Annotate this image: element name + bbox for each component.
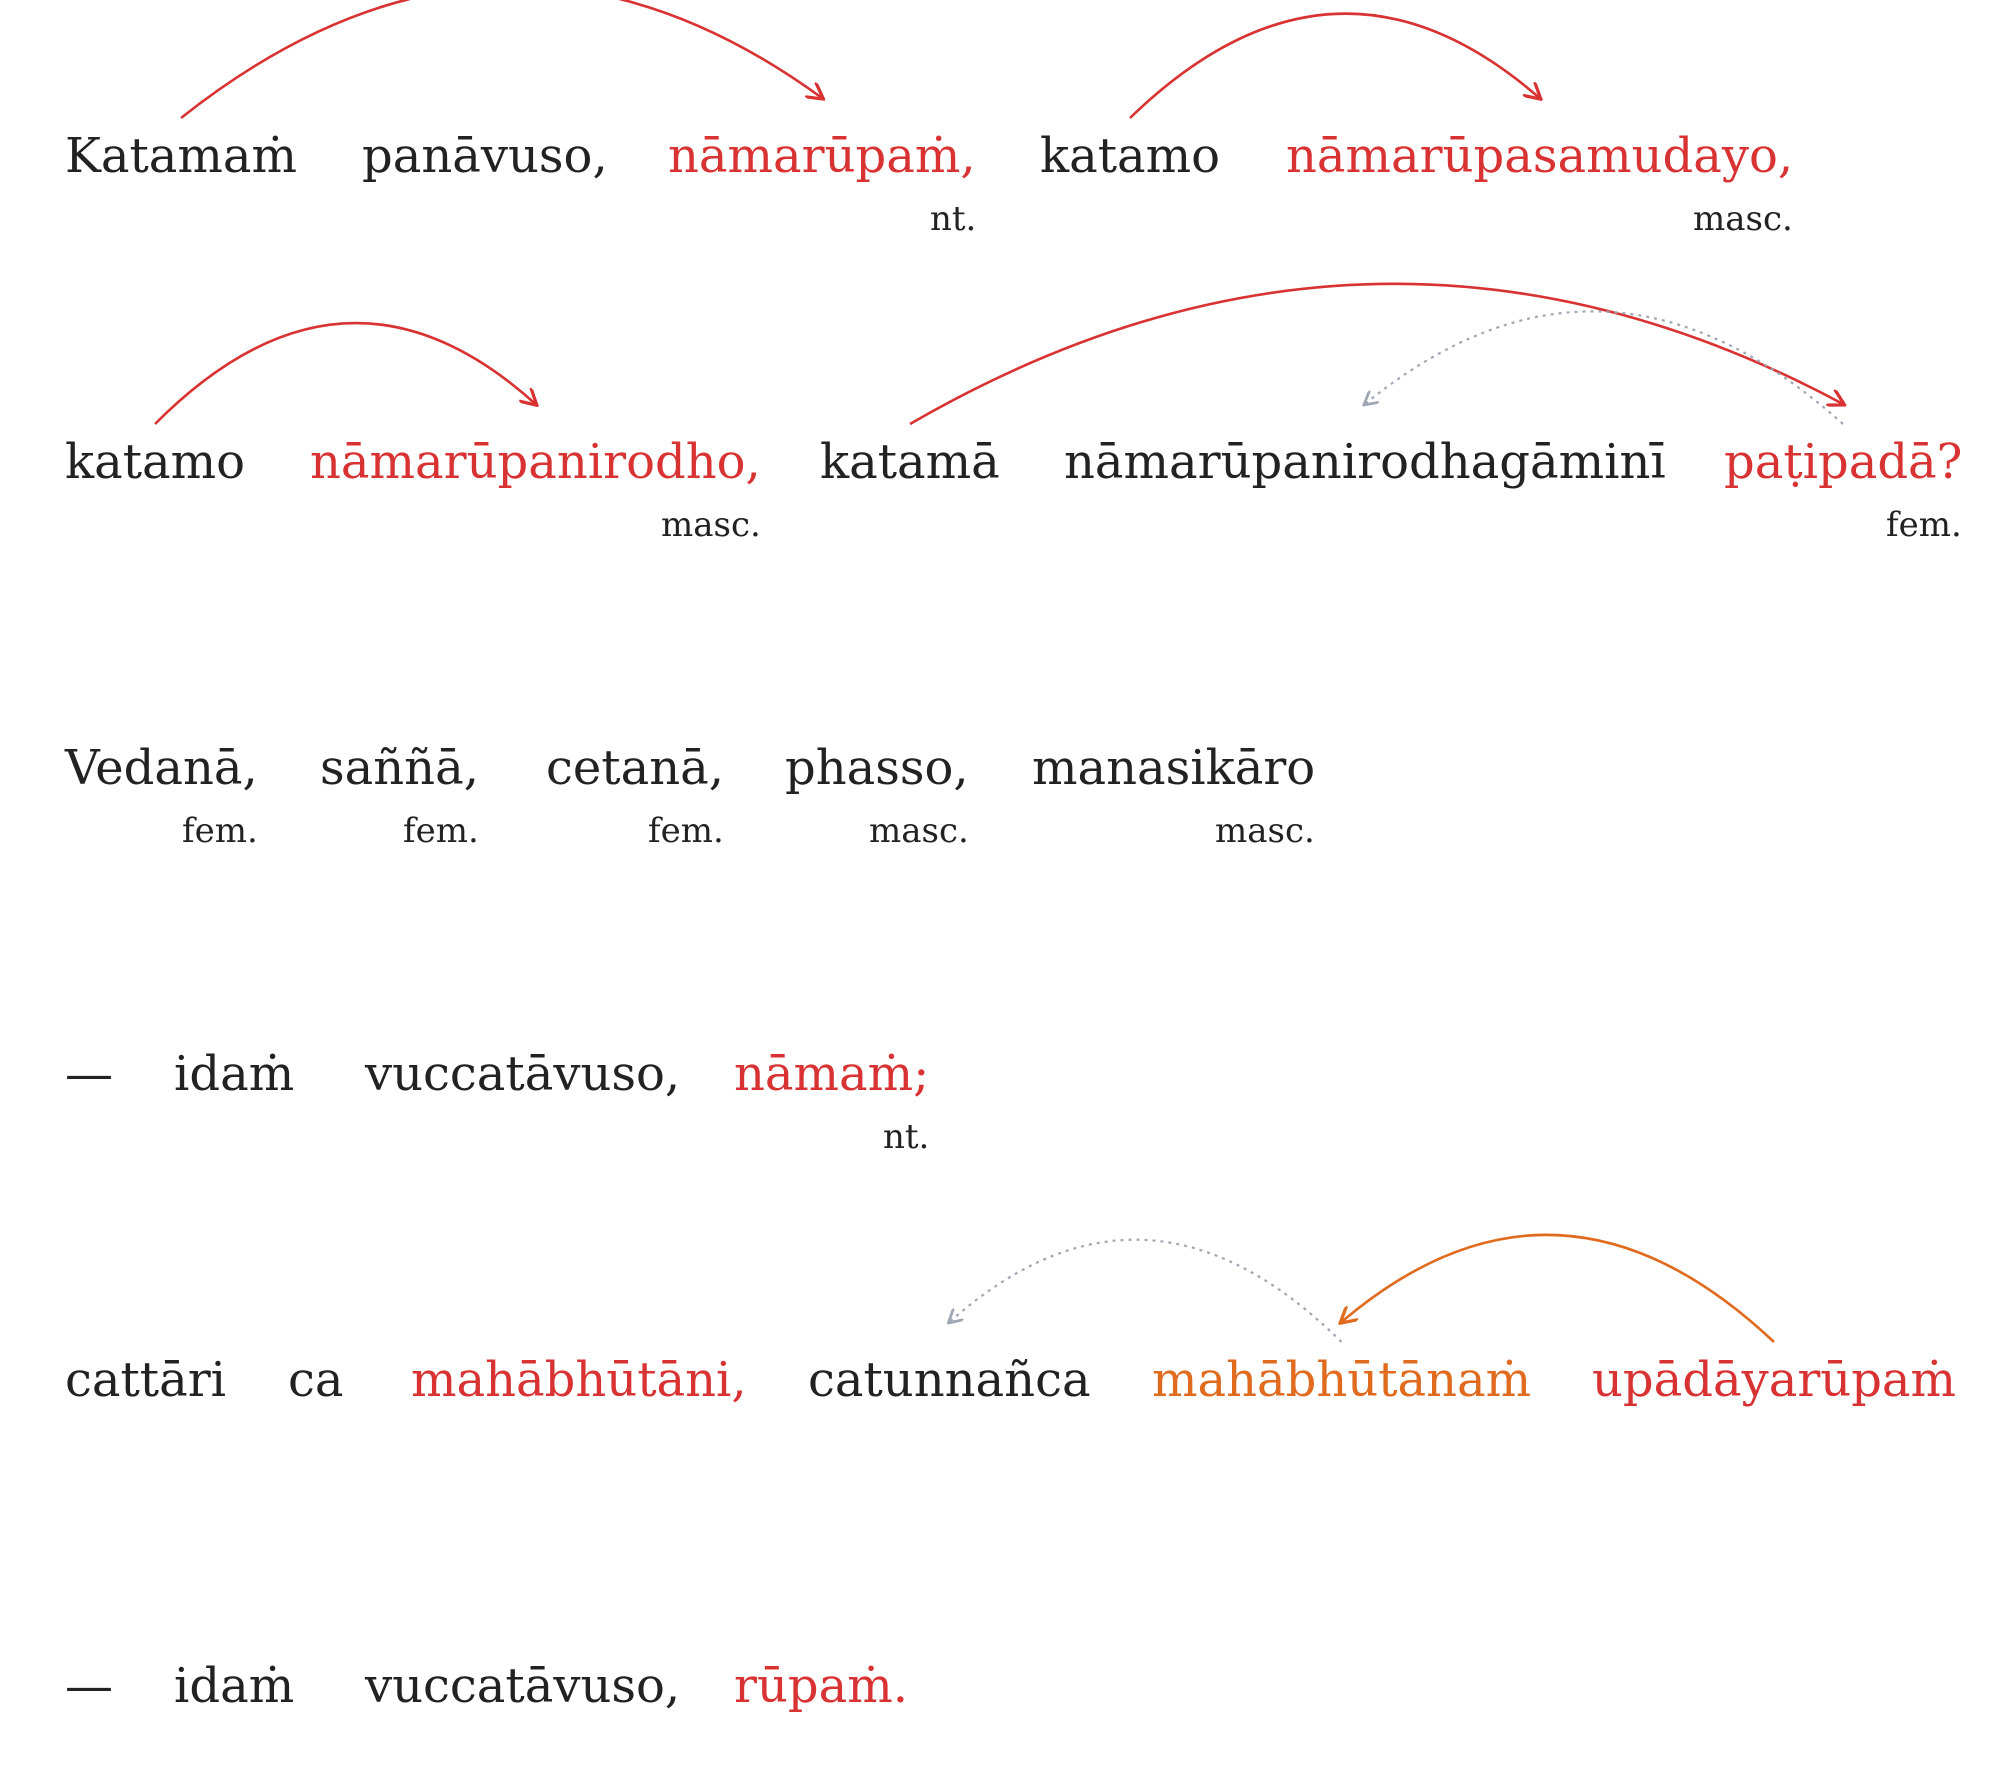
word: mahābhūtānaṁ (1152, 1352, 1532, 1408)
gender-gloss: nt. (883, 1117, 930, 1157)
word: Katamaṁ (65, 128, 298, 184)
word: idaṁ (174, 1658, 295, 1714)
word: phasso, (785, 740, 969, 796)
gender-gloss: nt. (930, 199, 977, 239)
dependency-arc (154, 321, 536, 425)
gender-gloss: fem. (182, 811, 258, 851)
word: — (65, 1046, 113, 1102)
word: Vedanā, (65, 740, 258, 796)
word: vuccatāvuso, (365, 1046, 681, 1102)
word: mahābhūtāni, (411, 1352, 747, 1408)
dependency-arc (180, 0, 822, 120)
dependency-arc-dashed (1365, 310, 1844, 425)
word: vuccatāvuso, (365, 1658, 681, 1714)
word: panāvuso, (362, 128, 608, 184)
word: manasikāro (1032, 740, 1316, 796)
gender-gloss: masc. (1693, 199, 1793, 239)
word: cattāri (65, 1352, 226, 1408)
word: nāmarūpanirodhagāminī (1064, 434, 1666, 490)
word: ca (288, 1352, 344, 1408)
word: rūpaṁ. (734, 1658, 908, 1714)
dependency-arc (909, 282, 1843, 426)
word: saññā, (320, 740, 479, 796)
gender-gloss: fem. (648, 811, 724, 851)
word: cetanā, (546, 740, 724, 796)
dependency-arc (1129, 12, 1540, 119)
word: catunnañca (808, 1352, 1091, 1408)
word: paṭipadā? (1724, 434, 1963, 490)
word: katamo (1040, 128, 1221, 184)
gender-gloss: fem. (1886, 505, 1962, 545)
word: nāmarūpaṁ, (668, 128, 976, 184)
word: idaṁ (174, 1046, 295, 1102)
word: katamo (65, 434, 246, 490)
gender-gloss: masc. (1215, 811, 1315, 851)
gender-gloss: masc. (869, 811, 969, 851)
word: nāmarūpanirodho, (310, 434, 761, 490)
gender-gloss: fem. (403, 811, 479, 851)
gender-gloss: masc. (661, 505, 761, 545)
word: katamā (820, 434, 1000, 490)
word: nāmarūpasamudayo, (1286, 128, 1794, 184)
dependency-arc-dashed (950, 1238, 1343, 1343)
word: nāmaṁ; (734, 1046, 930, 1102)
word: upādāyarūpaṁ (1592, 1352, 1957, 1408)
word: — (65, 1658, 113, 1714)
dependency-arc (1342, 1233, 1775, 1343)
